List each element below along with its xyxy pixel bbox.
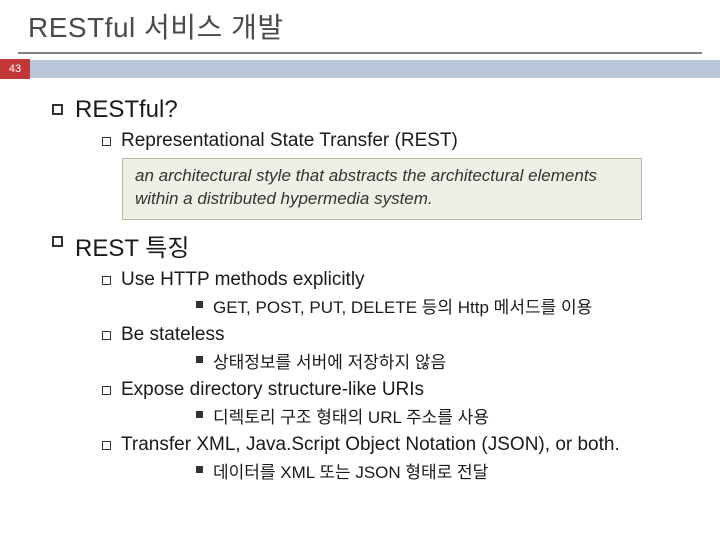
section-restful: RESTful? Representational State Transfer… bbox=[52, 96, 684, 220]
bullet-row: RESTful? bbox=[52, 96, 684, 124]
feature-detail: 데이터를 XML 또는 JSON 형태로 전달 bbox=[196, 458, 684, 483]
solid-square-bullet-icon bbox=[196, 411, 203, 418]
bullet-row: REST 특징 bbox=[52, 228, 684, 263]
page-number: 43 bbox=[0, 59, 30, 79]
bullet-row: Be stateless bbox=[102, 324, 684, 346]
feature-title: Be stateless bbox=[121, 324, 225, 346]
bullet-row: 데이터를 XML 또는 JSON 형태로 전달 bbox=[196, 458, 684, 483]
section-rest-features: REST 특징 Use HTTP methods explicitly GET,… bbox=[52, 228, 684, 483]
feature-detail: GET, POST, PUT, DELETE 등의 Http 메서드를 이용 bbox=[196, 293, 684, 318]
small-square-bullet-icon bbox=[102, 137, 111, 146]
definition-callout: an architectural style that abstracts th… bbox=[122, 158, 642, 220]
bullet-row: Transfer XML, Java.Script Object Notatio… bbox=[102, 434, 684, 456]
feature-title: Transfer XML, Java.Script Object Notatio… bbox=[121, 434, 620, 456]
feature-title: Use HTTP methods explicitly bbox=[121, 269, 365, 291]
small-square-bullet-icon bbox=[102, 441, 111, 450]
bullet-row: Expose directory structure-like URIs bbox=[102, 379, 684, 401]
feature-detail-text: 디렉토리 구조 형태의 URL 주소를 사용 bbox=[213, 403, 489, 428]
small-square-bullet-icon bbox=[102, 276, 111, 285]
feature-item: Use HTTP methods explicitly GET, POST, P… bbox=[102, 269, 684, 318]
feature-detail: 디렉토리 구조 형태의 URL 주소를 사용 bbox=[196, 403, 684, 428]
feature-item: Expose directory structure-like URIs 디렉토… bbox=[102, 379, 684, 428]
accent-band: 43 bbox=[0, 60, 720, 78]
subitem: Representational State Transfer (REST) bbox=[102, 130, 684, 152]
feature-title: Expose directory structure-like URIs bbox=[121, 379, 424, 401]
square-bullet-icon bbox=[52, 104, 63, 115]
bullet-row: 디렉토리 구조 형태의 URL 주소를 사용 bbox=[196, 403, 684, 428]
slide-title: RESTful 서비스 개발 bbox=[28, 6, 702, 46]
content-area: RESTful? Representational State Transfer… bbox=[0, 78, 720, 483]
feature-item: Be stateless 상태정보를 서버에 저장하지 않음 bbox=[102, 324, 684, 373]
feature-detail-text: 데이터를 XML 또는 JSON 형태로 전달 bbox=[213, 458, 488, 483]
bullet-row: GET, POST, PUT, DELETE 등의 Http 메서드를 이용 bbox=[196, 293, 684, 318]
solid-square-bullet-icon bbox=[196, 356, 203, 363]
feature-item: Transfer XML, Java.Script Object Notatio… bbox=[102, 434, 684, 483]
title-wrap: RESTful 서비스 개발 bbox=[0, 0, 720, 50]
section-heading: REST 특징 bbox=[75, 228, 189, 263]
feature-detail-text: GET, POST, PUT, DELETE 등의 Http 메서드를 이용 bbox=[213, 293, 592, 318]
square-bullet-icon bbox=[52, 236, 63, 247]
subitem-text: Representational State Transfer (REST) bbox=[121, 130, 458, 152]
solid-square-bullet-icon bbox=[196, 301, 203, 308]
small-square-bullet-icon bbox=[102, 331, 111, 340]
bullet-row: Representational State Transfer (REST) bbox=[102, 130, 684, 152]
feature-detail-text: 상태정보를 서버에 저장하지 않음 bbox=[213, 348, 446, 373]
feature-detail: 상태정보를 서버에 저장하지 않음 bbox=[196, 348, 684, 373]
solid-square-bullet-icon bbox=[196, 466, 203, 473]
title-underline bbox=[18, 52, 702, 54]
bullet-row: Use HTTP methods explicitly bbox=[102, 269, 684, 291]
bullet-row: 상태정보를 서버에 저장하지 않음 bbox=[196, 348, 684, 373]
slide: RESTful 서비스 개발 43 RESTful? Representatio… bbox=[0, 0, 720, 540]
small-square-bullet-icon bbox=[102, 386, 111, 395]
section-heading: RESTful? bbox=[75, 96, 178, 124]
